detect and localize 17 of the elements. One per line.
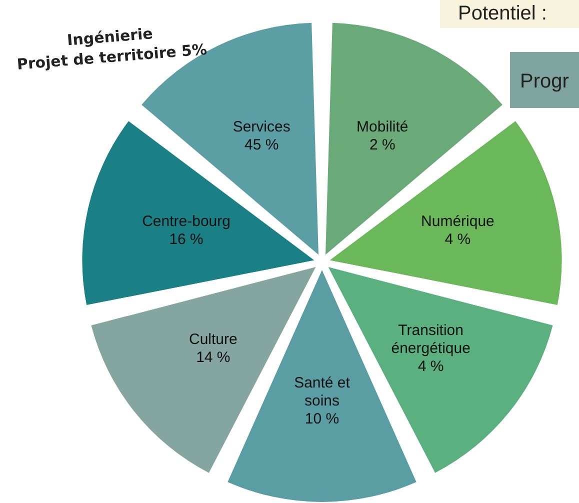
text: Progr [520, 70, 570, 93]
category-label: Services [232, 118, 290, 136]
category-label: Santé et soins [294, 374, 351, 410]
data-label: 16 % [169, 231, 204, 248]
text: Potentiel : [458, 2, 547, 25]
category-label: Culture [188, 330, 238, 348]
category-label: Transition énergétique [391, 322, 470, 357]
category-label: Centre-bourg [142, 213, 230, 230]
category-label: Mobilité [356, 118, 408, 136]
category-label: Numérique [421, 213, 494, 230]
data-label: 14 % [196, 348, 230, 366]
data-label: 10 % [304, 410, 340, 428]
data-label: 2 % [369, 136, 396, 154]
data-label: 4 % [418, 358, 444, 375]
text: Ingénierie [66, 24, 154, 50]
data-label: 4 % [444, 231, 471, 248]
data-label: 45 % [244, 136, 279, 154]
